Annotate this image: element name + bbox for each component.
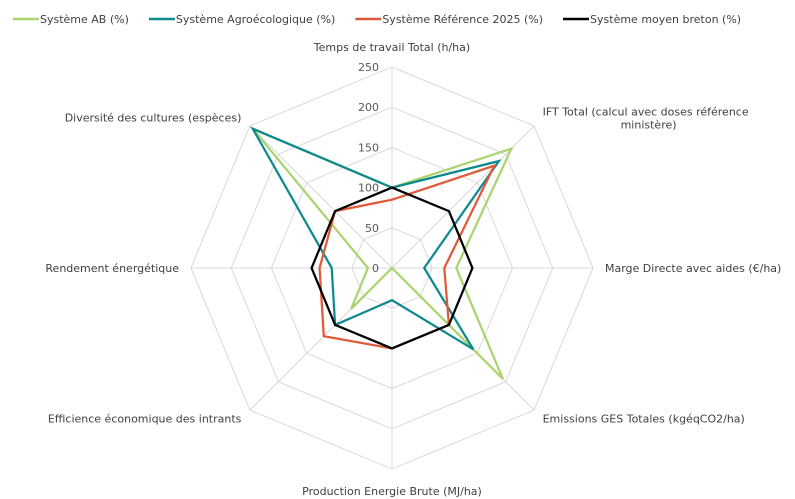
legend-item: Système moyen breton (%)	[563, 13, 741, 26]
axis-label: Rendement énergétique	[45, 262, 179, 275]
radial-tick-label: 200	[358, 101, 379, 114]
legend-item: Système Agroécologique (%)	[148, 13, 335, 26]
legend-item: Système AB (%)	[13, 13, 129, 26]
radial-tick-label: 0	[372, 262, 379, 275]
radar-spoke	[249, 125, 393, 269]
radial-tick-labels: 0 50 100 150 200 250	[358, 61, 379, 275]
legend-label: Système Agroécologique (%)	[176, 13, 335, 26]
radial-tick-label: 150	[358, 141, 379, 154]
legend-label: Système AB (%)	[40, 13, 129, 26]
radial-tick-label: 50	[365, 222, 379, 235]
axis-label: Emissions GES Totales (kgéqCO2/ha)	[543, 413, 745, 426]
axis-label: Efficience économique des intrants	[48, 413, 242, 426]
legend-label: Système Référence 2025 (%)	[382, 13, 543, 26]
legend: Système AB (%) Système Agroécologique (%)…	[13, 13, 741, 26]
axis-label: Diversité des cultures (espèces)	[65, 111, 242, 124]
legend-label: Système moyen breton (%)	[590, 13, 741, 26]
radial-tick-label: 250	[358, 61, 379, 74]
series-lines	[250, 126, 514, 380]
legend-item: Système Référence 2025 (%)	[355, 13, 543, 26]
series-line	[251, 127, 514, 380]
series-line	[250, 126, 502, 351]
axis-labels: Temps de travail Total (h/ha) IFT Total (…	[45, 41, 781, 498]
axis-label: Temps de travail Total (h/ha)	[313, 41, 470, 54]
radial-tick-label: 100	[358, 182, 379, 195]
series-line	[310, 186, 474, 350]
axis-label: Production Energie Brute (MJ/ha)	[302, 485, 482, 498]
axis-label: IFT Total (calcul avec doses référence mi…	[543, 105, 749, 131]
axis-label: Marge Directe avec aides (€/ha)	[605, 262, 781, 275]
